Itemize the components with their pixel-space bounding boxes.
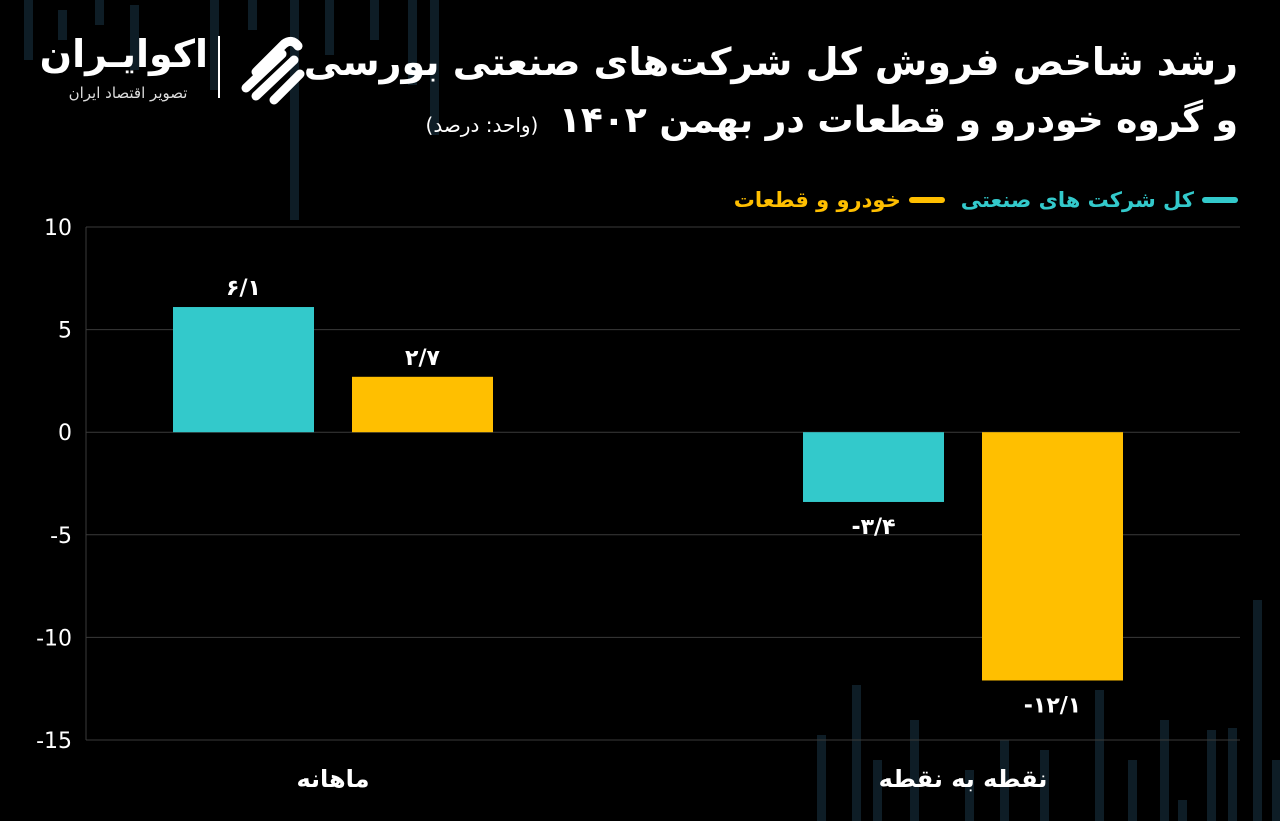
- legend-swatch-series-1: [1202, 197, 1238, 203]
- legend-swatch-series-2: [908, 197, 945, 203]
- bar-series-1-0: [173, 307, 314, 433]
- data-label-series-1-0: ۶/۱: [226, 276, 261, 301]
- data-label-series-1-1: -۳/۴: [851, 515, 895, 540]
- decor-candle-8: [370, 0, 379, 40]
- decor-candle-14: [910, 720, 919, 821]
- logo-mark-icon: [241, 36, 305, 105]
- unit-label: (واحد: درصد): [425, 113, 539, 137]
- chart-title-line-2: و گروه خودرو و قطعات در بهمن ۱۴۰۲ (واحد:…: [426, 100, 1238, 141]
- decor-candle-25: [1272, 760, 1280, 821]
- data-label-series-2-0: ۲/۷: [405, 346, 440, 371]
- decor-candle-6: [290, 0, 299, 220]
- decor-candle-1: [58, 10, 67, 40]
- decor-candle-5: [248, 0, 257, 30]
- decor-candle-9: [408, 0, 417, 85]
- legend-item-series-2: خودرو و قطعات: [734, 188, 945, 212]
- decor-candle-7: [325, 0, 334, 55]
- y-tick-label-4: -10: [36, 626, 72, 651]
- chart-title-line-1: رشد شاخص فروش کل شرکت‌های صنعتی بورسی: [303, 40, 1238, 84]
- legend-label-series-2: خودرو و قطعات: [733, 188, 901, 212]
- decor-candle-12: [852, 685, 861, 821]
- bar-series-2-1: [982, 432, 1123, 681]
- y-tick-label-1: 5: [58, 319, 72, 344]
- legend-item-series-1: کل شرکت های صنعتی: [961, 188, 1238, 212]
- logo-tagline: تصویر اقتصاد ایران: [68, 84, 188, 102]
- decor-candle-22: [1207, 730, 1216, 821]
- chart-legend: کل شرکت های صنعتی خودرو و قطعات: [734, 188, 1238, 212]
- x-category-label-1: نقطه به نقطه: [879, 765, 1048, 793]
- decor-candle-2: [95, 0, 104, 25]
- decor-candle-4: [210, 0, 219, 90]
- logo-brand-name: اکوایـران: [39, 32, 208, 76]
- decor-candle-0: [24, 0, 33, 60]
- decor-candle-10: [430, 0, 439, 135]
- data-label-series-2-1: -۱۲/۱: [1024, 693, 1081, 718]
- chart-title-line-2-text: و گروه خودرو و قطعات در بهمن ۱۴۰۲: [558, 100, 1238, 141]
- decor-candle-11: [817, 735, 826, 821]
- y-tick-label-2: 0: [58, 421, 72, 446]
- y-tick-label-5: -15: [36, 729, 72, 754]
- decor-candle-21: [1178, 800, 1187, 821]
- decor-candle-13: [873, 760, 882, 821]
- bar-series-1-1: [803, 432, 944, 502]
- decor-candle-16: [1000, 740, 1009, 821]
- ecoiran-logo: اکوایـران تصویر اقتصاد ایران: [39, 30, 318, 110]
- bar-series-2-0: [352, 376, 493, 433]
- decor-candle-3: [130, 5, 139, 70]
- decor-candle-24: [1253, 600, 1262, 821]
- y-tick-label-3: -5: [50, 524, 72, 549]
- decor-candle-17: [1040, 750, 1049, 821]
- y-tick-label-0: 10: [44, 216, 72, 241]
- logo-separator: [218, 36, 220, 98]
- decor-candle-23: [1228, 728, 1237, 821]
- x-category-label-0: ماهانه: [296, 765, 369, 793]
- legend-label-series-1: کل شرکت های صنعتی: [960, 188, 1194, 212]
- decor-candle-15: [965, 770, 974, 821]
- decor-candle-18: [1095, 690, 1104, 821]
- decor-candle-19: [1128, 760, 1137, 821]
- decor-candle-20: [1160, 720, 1169, 821]
